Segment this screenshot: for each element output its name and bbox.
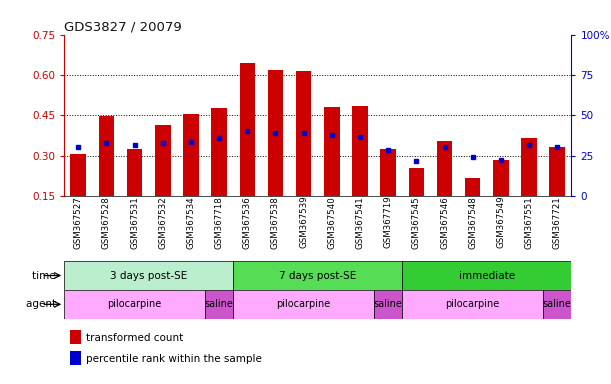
Text: 7 days post-SE: 7 days post-SE [279, 270, 356, 281]
Text: GSM367528: GSM367528 [102, 196, 111, 248]
Text: pilocarpine: pilocarpine [108, 299, 162, 310]
Bar [70, 154, 86, 196]
Text: GSM367536: GSM367536 [243, 196, 252, 248]
Text: GSM367719: GSM367719 [384, 196, 393, 248]
Bar [296, 71, 312, 196]
Text: percentile rank within the sample: percentile rank within the sample [86, 354, 262, 364]
Text: GSM367549: GSM367549 [496, 196, 505, 248]
Bar [374, 290, 402, 319]
Bar [205, 290, 233, 319]
Text: GSM367551: GSM367551 [524, 196, 533, 248]
Text: GSM367718: GSM367718 [214, 196, 224, 248]
Text: GSM367721: GSM367721 [553, 196, 562, 248]
Bar [543, 290, 571, 319]
Bar [127, 149, 142, 196]
Text: 3 days post-SE: 3 days post-SE [110, 270, 188, 281]
Bar [233, 261, 402, 290]
Bar [521, 138, 537, 196]
Text: GSM367539: GSM367539 [299, 196, 308, 248]
Text: saline: saline [374, 299, 403, 310]
Text: GSM367541: GSM367541 [356, 196, 365, 248]
Bar [64, 290, 205, 319]
Bar [465, 178, 480, 196]
Bar [240, 63, 255, 196]
Text: GSM367527: GSM367527 [74, 196, 82, 248]
Bar [402, 290, 543, 319]
Bar [493, 160, 508, 196]
Text: saline: saline [205, 299, 233, 310]
Bar [64, 261, 233, 290]
Text: GDS3827 / 20079: GDS3827 / 20079 [64, 20, 182, 33]
Bar [402, 261, 571, 290]
Bar [352, 106, 368, 196]
Bar [381, 149, 396, 196]
Text: pilocarpine: pilocarpine [277, 299, 331, 310]
Bar [211, 109, 227, 196]
Text: GSM367538: GSM367538 [271, 196, 280, 248]
Text: saline: saline [543, 299, 572, 310]
Bar [268, 70, 284, 196]
Bar [549, 147, 565, 196]
Bar [155, 124, 170, 196]
Text: immediate: immediate [459, 270, 515, 281]
Bar [409, 167, 424, 196]
Text: agent: agent [26, 299, 59, 310]
Bar [437, 141, 452, 196]
Bar [183, 114, 199, 196]
Text: GSM367548: GSM367548 [468, 196, 477, 248]
Text: GSM367534: GSM367534 [186, 196, 196, 248]
Bar [98, 116, 114, 196]
Text: GSM367531: GSM367531 [130, 196, 139, 248]
Text: time: time [32, 270, 59, 281]
Bar [233, 290, 374, 319]
Bar [324, 107, 340, 196]
Text: GSM367545: GSM367545 [412, 196, 421, 248]
Text: pilocarpine: pilocarpine [445, 299, 500, 310]
Text: GSM367540: GSM367540 [327, 196, 336, 248]
Text: GSM367532: GSM367532 [158, 196, 167, 248]
Text: GSM367546: GSM367546 [440, 196, 449, 248]
Text: transformed count: transformed count [86, 333, 183, 343]
